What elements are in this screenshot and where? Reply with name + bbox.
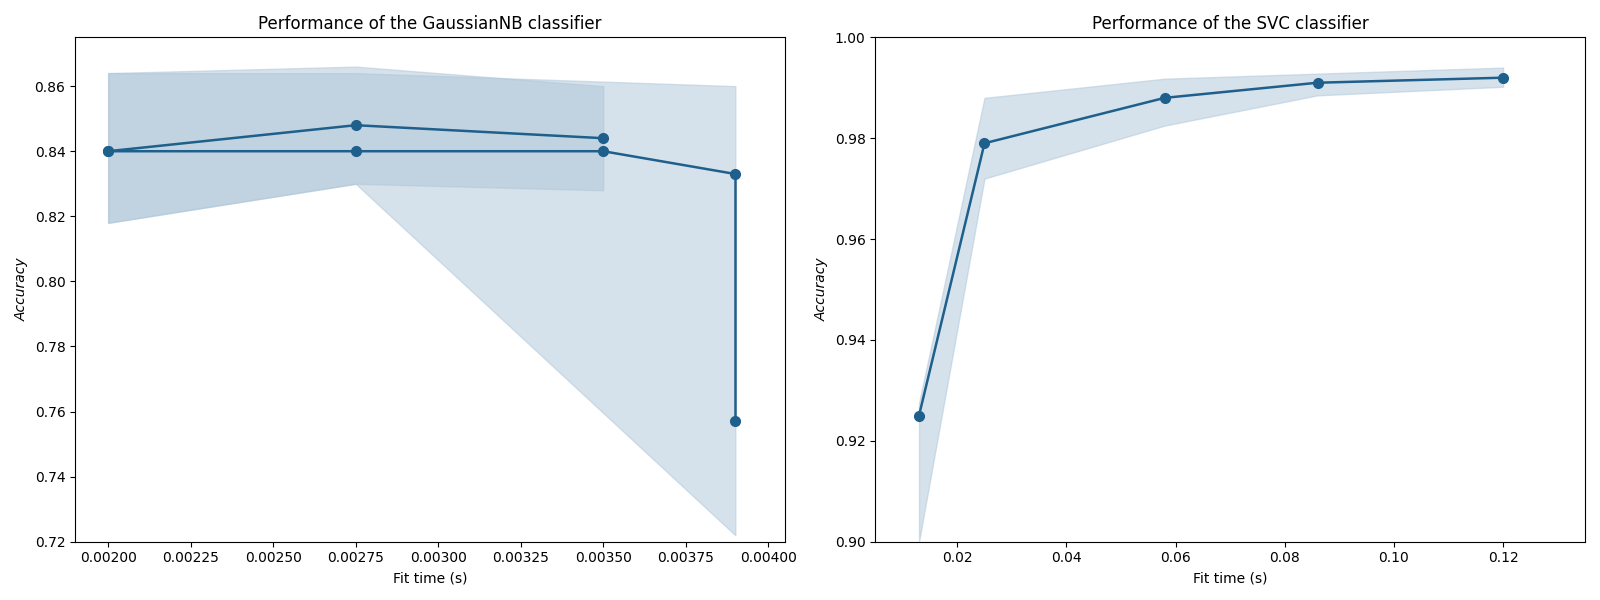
X-axis label: Fit time (s): Fit time (s) — [1194, 571, 1267, 585]
Title: Performance of the SVC classifier: Performance of the SVC classifier — [1091, 15, 1368, 33]
X-axis label: Fit time (s): Fit time (s) — [392, 571, 467, 585]
Title: Performance of the GaussianNB classifier: Performance of the GaussianNB classifier — [258, 15, 602, 33]
Y-axis label: Accuracy: Accuracy — [14, 258, 29, 322]
Y-axis label: Accuracy: Accuracy — [814, 258, 829, 322]
